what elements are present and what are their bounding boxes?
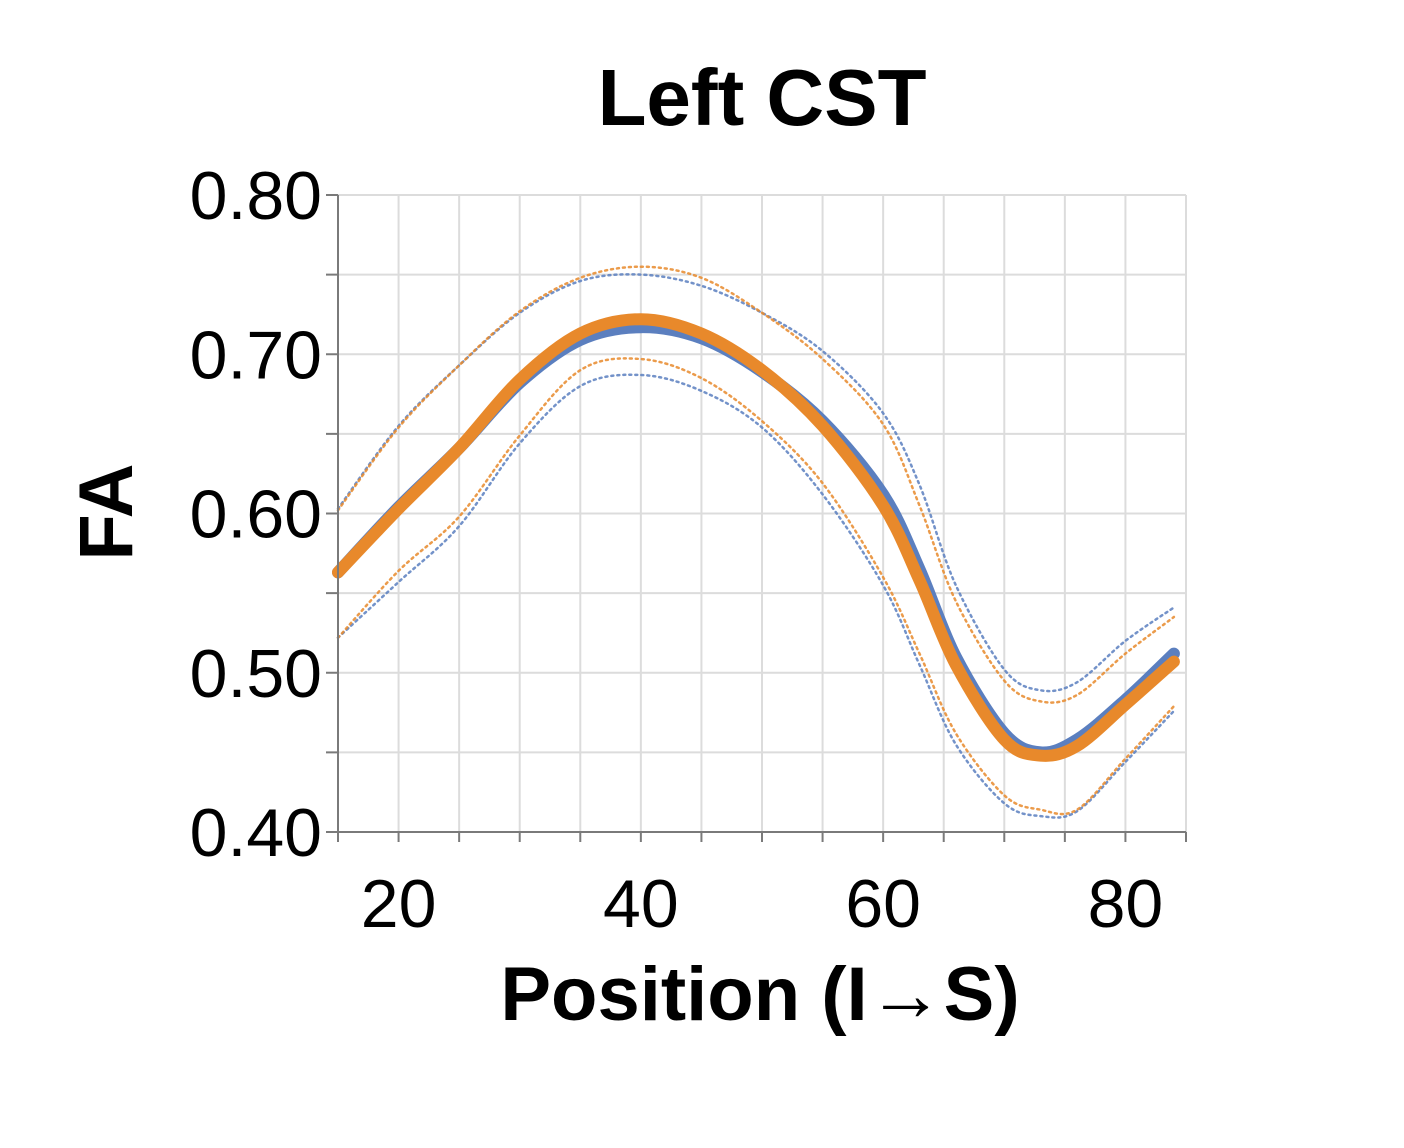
mean-line — [332, 313, 1180, 762]
grid — [337, 194, 1187, 833]
axes — [326, 194, 1187, 842]
series-lines — [332, 265, 1180, 819]
x-tick-label: 80 — [1088, 866, 1164, 942]
tick-labels: 20 40 60 80 0.40 0.50 0.60 0.70 0.80 — [190, 158, 1164, 942]
bound-line — [336, 265, 1176, 704]
y-tick-label: 0.80 — [190, 158, 322, 234]
mean-line — [332, 321, 1180, 759]
chart-title: Left CST — [598, 53, 927, 142]
x-tick-label: 60 — [845, 866, 921, 942]
y-tick-label: 0.40 — [190, 795, 322, 871]
x-tick-label: 20 — [361, 866, 437, 942]
x-tick-label: 40 — [603, 866, 679, 942]
bound-line — [336, 373, 1176, 819]
y-tick-label: 0.70 — [190, 317, 322, 393]
y-tick-label: 0.50 — [190, 636, 322, 712]
y-tick-label: 0.60 — [190, 477, 322, 553]
bound-line — [336, 357, 1176, 816]
y-axis-label: FA — [64, 463, 149, 560]
bound-line — [336, 273, 1176, 693]
x-axis-label: Position (I→S) — [500, 952, 1019, 1037]
